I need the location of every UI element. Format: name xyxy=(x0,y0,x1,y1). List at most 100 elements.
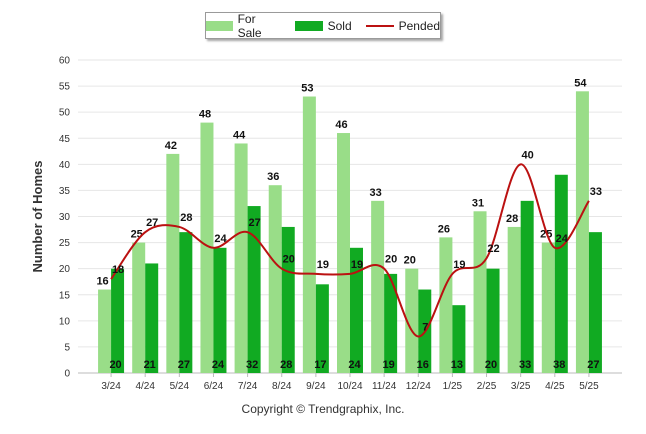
data-label-pended: 19 xyxy=(453,259,465,271)
legend-label-sold: Sold xyxy=(327,18,352,33)
bar-sold xyxy=(179,232,193,373)
legend-item-sold[interactable]: Sold xyxy=(294,18,352,33)
data-label-for-sale: 16 xyxy=(96,276,108,288)
x-tick-label: 5/25 xyxy=(579,381,599,392)
x-tick-label: 1/25 xyxy=(443,381,463,392)
bar-sold xyxy=(554,174,568,373)
bar-for-sale xyxy=(575,91,589,374)
data-label-pended: 33 xyxy=(590,186,602,198)
y-axis-title: Number of Homes xyxy=(30,161,45,273)
x-tick-label: 5/24 xyxy=(170,381,190,392)
x-tick-label: 11/24 xyxy=(372,381,397,392)
data-label-for-sale: 33 xyxy=(370,187,382,199)
data-label-for-sale: 36 xyxy=(267,171,279,183)
bar-for-sale xyxy=(200,122,214,373)
data-label-pended: 19 xyxy=(351,259,363,271)
y-tick-label: 20 xyxy=(59,264,71,275)
data-label-sold: 38 xyxy=(553,359,565,371)
data-label-pended: 27 xyxy=(146,217,158,229)
bar-sold xyxy=(145,263,159,373)
x-tick-label: 12/24 xyxy=(406,381,431,392)
bar-sold xyxy=(384,273,398,373)
chart-legend: For Sale Sold Pended xyxy=(205,12,441,40)
y-tick-label: 25 xyxy=(59,238,71,249)
x-tick-label: 2/25 xyxy=(477,381,497,392)
data-label-sold: 17 xyxy=(314,359,326,371)
y-tick-label: 30 xyxy=(59,212,71,223)
data-label-sold: 20 xyxy=(109,359,121,371)
bar-sold xyxy=(350,247,363,373)
data-label-for-sale: 31 xyxy=(472,197,484,209)
bar-for-sale xyxy=(439,237,453,373)
data-label-for-sale: 20 xyxy=(404,255,416,267)
data-label-sold: 27 xyxy=(178,359,190,371)
x-tick-label: 8/24 xyxy=(272,381,292,392)
x-tick-label: 7/24 xyxy=(238,381,258,392)
bar-sold xyxy=(213,247,227,373)
data-label-sold: 19 xyxy=(383,359,395,371)
data-label-pended: 24 xyxy=(556,233,569,245)
bar-for-sale xyxy=(166,153,180,373)
data-label-for-sale: 46 xyxy=(335,119,347,131)
y-tick-label: 60 xyxy=(59,56,71,67)
legend-item-for-sale[interactable]: For Sale xyxy=(206,12,281,40)
bar-for-sale xyxy=(337,133,350,373)
y-tick-label: 5 xyxy=(64,342,70,353)
data-label-sold: 32 xyxy=(246,359,258,371)
y-tick-label: 40 xyxy=(59,160,71,171)
bar-sold xyxy=(520,200,534,373)
bar-for-sale xyxy=(302,96,316,374)
data-label-for-sale: 54 xyxy=(574,77,587,89)
data-label-sold: 28 xyxy=(280,359,292,371)
legend-swatch-for-sale xyxy=(206,20,233,31)
bar-sold xyxy=(111,268,125,373)
bar-for-sale xyxy=(132,242,146,373)
data-label-pended: 28 xyxy=(180,212,192,224)
x-tick-label: 3/24 xyxy=(101,381,121,392)
bar-sold xyxy=(247,206,261,373)
legend-label-pended: Pended xyxy=(398,18,440,33)
data-label-for-sale: 44 xyxy=(233,129,246,141)
y-tick-label: 45 xyxy=(59,134,71,145)
data-label-sold: 33 xyxy=(519,359,531,371)
bar-for-sale xyxy=(234,143,248,373)
bar-sold xyxy=(588,232,602,373)
data-label-sold: 13 xyxy=(451,359,463,371)
data-label-for-sale: 28 xyxy=(506,213,518,225)
data-label-for-sale: 26 xyxy=(438,223,450,235)
data-label-for-sale: 42 xyxy=(165,140,177,152)
legend-swatch-sold xyxy=(294,20,323,31)
bar-sold xyxy=(486,268,500,373)
data-label-sold: 24 xyxy=(212,359,225,371)
y-tick-label: 50 xyxy=(59,108,71,119)
y-tick-label: 15 xyxy=(59,290,71,301)
x-tick-label: 6/24 xyxy=(204,381,224,392)
data-label-for-sale: 25 xyxy=(131,229,143,241)
data-label-for-sale: 48 xyxy=(199,109,211,121)
legend-swatch-pended xyxy=(365,24,394,27)
x-tick-label: 9/24 xyxy=(306,381,326,392)
bar-for-sale xyxy=(473,211,487,373)
data-label-sold: 20 xyxy=(485,359,497,371)
bar-for-sale xyxy=(507,226,521,373)
x-tick-label: 4/24 xyxy=(135,381,155,392)
data-label-sold: 21 xyxy=(144,359,156,371)
y-tick-label: 55 xyxy=(59,82,71,93)
bar-for-sale xyxy=(405,268,419,373)
copyright-text: Copyright © Trendgraphix, Inc. xyxy=(241,402,405,416)
data-label-pended: 19 xyxy=(317,259,329,271)
bar-sold xyxy=(452,305,466,373)
bar-for-sale xyxy=(371,200,385,373)
data-label-pended: 20 xyxy=(385,254,397,266)
data-label-pended: 24 xyxy=(214,233,227,245)
data-label-pended: 27 xyxy=(248,217,260,229)
data-label-sold: 27 xyxy=(587,359,599,371)
x-tick-label: 3/25 xyxy=(511,381,531,392)
data-label-for-sale: 53 xyxy=(301,83,313,95)
bar-for-sale xyxy=(541,242,555,373)
x-tick-label: 10/24 xyxy=(337,381,362,392)
legend-item-pended[interactable]: Pended xyxy=(365,18,440,33)
y-tick-label: 0 xyxy=(64,369,70,380)
y-tick-label: 10 xyxy=(59,316,71,327)
